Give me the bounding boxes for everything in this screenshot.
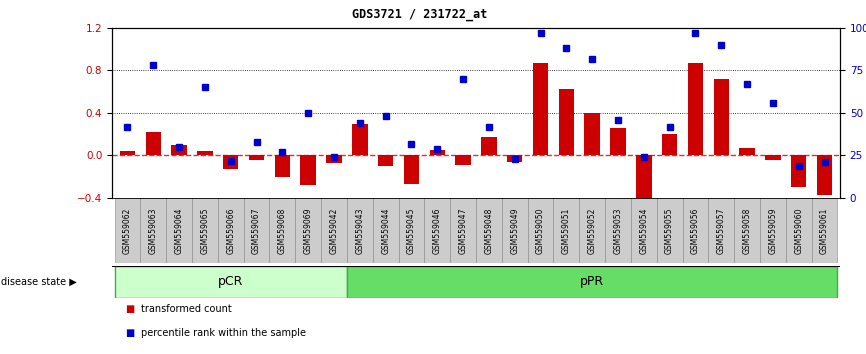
Text: GSM559061: GSM559061 bbox=[820, 207, 829, 254]
Text: GSM559056: GSM559056 bbox=[691, 207, 700, 254]
Text: GSM559043: GSM559043 bbox=[355, 207, 365, 254]
Text: GSM559055: GSM559055 bbox=[665, 207, 674, 254]
Text: GSM559054: GSM559054 bbox=[639, 207, 649, 254]
Text: GSM559045: GSM559045 bbox=[407, 207, 416, 254]
Text: GSM559069: GSM559069 bbox=[304, 207, 313, 254]
Bar bbox=[145, 132, 161, 155]
Bar bbox=[352, 124, 367, 155]
Text: GSM559066: GSM559066 bbox=[226, 207, 236, 254]
Bar bbox=[218, 198, 243, 263]
Bar bbox=[553, 198, 579, 263]
Bar bbox=[243, 198, 269, 263]
Text: GSM559050: GSM559050 bbox=[536, 207, 545, 254]
Bar bbox=[398, 198, 424, 263]
Bar bbox=[120, 151, 135, 155]
Text: GDS3721 / 231722_at: GDS3721 / 231722_at bbox=[352, 8, 488, 21]
Text: GSM559058: GSM559058 bbox=[742, 207, 752, 254]
Bar bbox=[481, 137, 497, 155]
Text: GSM559059: GSM559059 bbox=[768, 207, 778, 254]
Text: GSM559057: GSM559057 bbox=[717, 207, 726, 254]
Bar bbox=[817, 155, 832, 195]
Text: transformed count: transformed count bbox=[141, 303, 232, 314]
Bar bbox=[275, 155, 290, 177]
Bar bbox=[527, 198, 553, 263]
Bar bbox=[501, 198, 527, 263]
Text: GSM559046: GSM559046 bbox=[433, 207, 442, 254]
Text: GSM559064: GSM559064 bbox=[175, 207, 184, 254]
Bar bbox=[114, 266, 347, 298]
Bar bbox=[688, 63, 703, 155]
Bar bbox=[372, 198, 398, 263]
Bar bbox=[734, 198, 760, 263]
Text: GSM559065: GSM559065 bbox=[200, 207, 210, 254]
Text: percentile rank within the sample: percentile rank within the sample bbox=[141, 328, 307, 338]
Text: GSM559067: GSM559067 bbox=[252, 207, 261, 254]
Bar bbox=[140, 198, 166, 263]
Text: GSM559068: GSM559068 bbox=[278, 207, 287, 254]
Bar bbox=[631, 198, 656, 263]
Bar bbox=[579, 198, 605, 263]
Bar bbox=[811, 198, 837, 263]
Bar bbox=[682, 198, 708, 263]
Bar bbox=[295, 198, 321, 263]
Bar bbox=[378, 155, 393, 166]
Bar bbox=[559, 88, 574, 155]
Text: GSM559048: GSM559048 bbox=[484, 207, 494, 254]
Bar bbox=[430, 150, 445, 155]
Bar bbox=[321, 198, 347, 263]
Text: GSM559062: GSM559062 bbox=[123, 207, 132, 254]
Bar bbox=[197, 151, 213, 155]
Bar bbox=[347, 266, 837, 298]
Bar bbox=[404, 155, 419, 184]
Bar bbox=[708, 198, 734, 263]
Bar bbox=[301, 155, 316, 185]
Bar bbox=[785, 198, 811, 263]
Text: GSM559060: GSM559060 bbox=[794, 207, 803, 254]
Bar bbox=[192, 198, 218, 263]
Text: GSM559044: GSM559044 bbox=[381, 207, 391, 254]
Bar bbox=[585, 113, 600, 155]
Bar bbox=[171, 145, 187, 155]
Bar bbox=[450, 198, 476, 263]
Text: GSM559047: GSM559047 bbox=[459, 207, 468, 254]
Text: GSM559051: GSM559051 bbox=[562, 207, 571, 254]
Bar bbox=[791, 155, 806, 187]
Bar bbox=[533, 63, 548, 155]
Text: disease state ▶: disease state ▶ bbox=[1, 277, 76, 287]
Bar bbox=[714, 79, 729, 155]
Bar bbox=[636, 155, 651, 198]
Text: pCR: pCR bbox=[218, 275, 243, 289]
Text: GSM559053: GSM559053 bbox=[613, 207, 623, 254]
Bar bbox=[766, 155, 780, 160]
Bar bbox=[269, 198, 295, 263]
Text: ■: ■ bbox=[126, 303, 135, 314]
Bar bbox=[662, 134, 677, 155]
Text: GSM559052: GSM559052 bbox=[588, 207, 597, 254]
Bar bbox=[249, 155, 264, 160]
Bar bbox=[326, 155, 342, 163]
Text: GSM559063: GSM559063 bbox=[149, 207, 158, 254]
Bar bbox=[740, 148, 755, 155]
Bar bbox=[424, 198, 450, 263]
Bar bbox=[476, 198, 501, 263]
Bar bbox=[166, 198, 192, 263]
Text: GSM559042: GSM559042 bbox=[330, 207, 339, 254]
Bar bbox=[605, 198, 631, 263]
Text: pPR: pPR bbox=[580, 275, 604, 289]
Text: GSM559049: GSM559049 bbox=[510, 207, 520, 254]
Bar bbox=[611, 128, 626, 155]
Bar bbox=[507, 155, 522, 162]
Bar bbox=[656, 198, 682, 263]
Bar bbox=[760, 198, 785, 263]
Text: ■: ■ bbox=[126, 328, 135, 338]
Bar bbox=[347, 198, 372, 263]
Bar bbox=[456, 155, 471, 165]
Bar bbox=[114, 198, 140, 263]
Bar bbox=[223, 155, 238, 169]
